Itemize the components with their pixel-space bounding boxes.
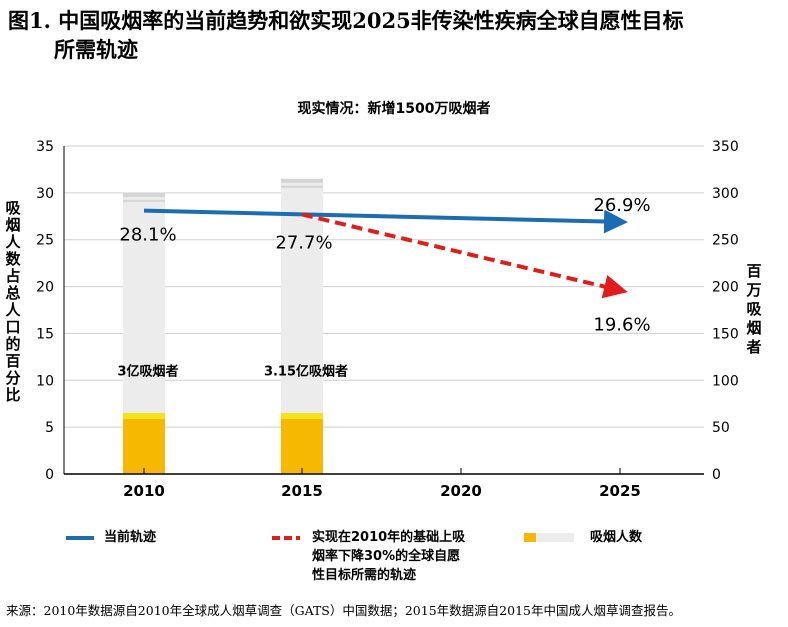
bar-top-band2 [123,199,165,202]
y-tick-right: 100 [712,373,739,389]
x-tick-label: 2015 [281,482,323,500]
bar-top-band2 [281,185,323,188]
y-tick-left: 5 [45,420,54,436]
figure-title-line1: 图1. 中国吸烟率的当前趋势和欲实现2025非传染性疾病全球自愿性目标 [8,8,684,33]
y-tick-left: 25 [36,233,54,249]
y-tick-right: 50 [712,420,730,436]
legend-smokers: 吸烟人数 [524,528,684,552]
legend-target-line3: 性目标所需的轨迹 [312,568,417,583]
source-note: 来源：2010年数据源自2010年全球成人烟草调查（GATS）中国数据；2015… [6,603,681,618]
x-tick-label: 2025 [599,482,641,500]
y-tick-right: 200 [712,280,739,296]
bar-smokers-fill [281,413,323,474]
legend-target-label: 实现在2010年的基础上吸 烟率下降30%的全球自愿 性目标所需的轨迹 [312,528,465,585]
y-axis-right-label: 百万吸烟者 [746,262,762,356]
legend-current-swatch [66,536,94,540]
legend-current: 当前轨迹 [66,528,246,552]
bar-top-band [123,192,165,197]
series-target-line [301,212,628,299]
y-tick-right: 350 [712,139,739,155]
data-label: 19.6% [593,314,650,335]
chart-subtitle: 现实情况：新增1500万吸烟者 [297,101,491,117]
legend-target-line1: 实现在2010年的基础上吸 [312,530,466,545]
y-tick-left: 10 [36,373,54,389]
y-tick-left: 30 [36,186,54,202]
y-tick-left: 35 [36,139,54,155]
figure-title: 图1. 中国吸烟率的当前趋势和欲实现2025非传染性疾病全球自愿性目标 所需轨迹 [8,6,778,64]
y-axis-left-label: 吸烟人数占总人口的百分比 [5,199,21,404]
y-tick-left: 20 [36,280,54,296]
legend-smokers-swatch-gray [536,533,574,542]
bar-smokers-top [281,413,323,420]
series-current-line [143,208,628,234]
y-tick-right: 300 [712,186,739,202]
legend-target: 实现在2010年的基础上吸 烟率下降30%的全球自愿 性目标所需的轨迹 [272,528,502,588]
legend-current-label: 当前轨迹 [104,530,157,545]
y-tick-left: 15 [36,326,54,342]
bar-label: 3.15亿吸烟者 [264,364,348,380]
legend-target-swatch [272,536,300,540]
data-label: 27.7% [275,232,332,253]
y-tick-right: 250 [712,233,739,249]
legend-smokers-label: 吸烟人数 [590,530,643,545]
data-label: 26.9% [593,195,650,216]
data-label: 28.1% [119,225,176,246]
bar-top-band [281,178,323,183]
y-tick-right: 0 [712,467,721,483]
bar-label: 3亿吸烟者 [117,364,178,380]
legend-target-line2: 烟率下降30%的全球自愿 [312,549,461,564]
y-tick-left: 0 [45,467,54,483]
bar-smokers-fill [123,413,165,474]
figure-title-line2: 所需轨迹 [54,37,138,62]
legend-smokers-swatch [524,533,536,542]
bar-smokers-top [123,413,165,420]
x-tick-label: 2020 [440,482,482,500]
y-tick-right: 150 [712,326,739,342]
x-tick-label: 2010 [123,482,165,500]
